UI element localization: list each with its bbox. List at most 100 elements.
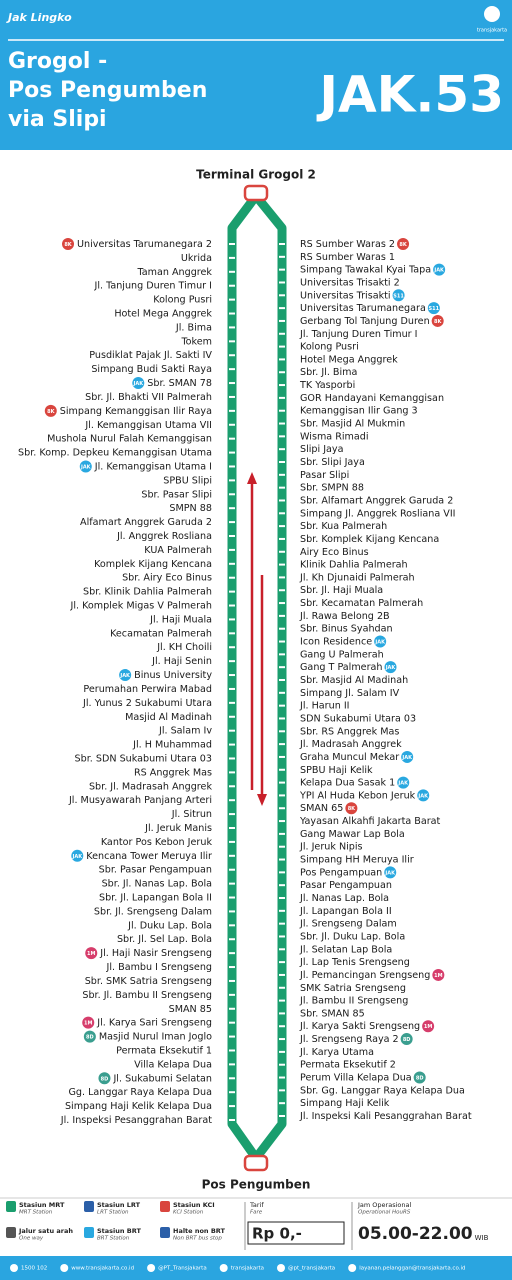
stop-tick: [229, 1021, 235, 1024]
stop-tick: [229, 701, 235, 704]
stop-name: Jl. Sukabumi Selatan: [112, 1073, 212, 1084]
stop-name: Hotel Mega Anggrek: [300, 354, 398, 365]
badge-label: 1M: [434, 973, 442, 979]
badge-label: JAK: [433, 268, 445, 274]
stop-name: Sbr. Gg. Langgar Raya Kelapa Dua: [300, 1085, 465, 1096]
stop-name: Sbr. Jl. Bima: [300, 367, 357, 378]
stop-tick: [229, 590, 235, 593]
stop-name: Jl. Srengseng Dalam: [299, 919, 397, 930]
badge-label: 8D: [416, 1076, 424, 1082]
stop-name: Jl. Srengseng Raya 2: [299, 1034, 399, 1045]
contact-icon: [147, 1264, 156, 1272]
stop-name: Jl. Nanas Lap. Bola: [299, 893, 389, 904]
contact-bar: [0, 1256, 512, 1280]
stop-name: Sbr. Binus Syahdan: [300, 624, 393, 635]
stop-tick: [279, 704, 285, 707]
stop-tick: [279, 820, 285, 823]
stop-name: Simpang Jl. Salam IV: [300, 688, 400, 699]
stop-name: Universitas Tarumanegara 2: [77, 239, 212, 250]
stop-tick: [279, 512, 285, 515]
stop-tick: [279, 909, 285, 912]
connection-badge: [431, 314, 444, 327]
stop-name: Sbr. Jl. Lapangan Bola II: [99, 893, 212, 904]
badge-label: JAK: [71, 854, 83, 860]
stop-name: SMK Satria Srengseng: [300, 983, 406, 994]
legend-icon: [84, 1227, 94, 1238]
stop-tick: [229, 743, 235, 746]
stop-tick: [279, 499, 285, 502]
end-terminal: Pos Pengumben: [202, 1178, 311, 1192]
connection-badge: [400, 1033, 413, 1046]
fare-label: Tarif: [249, 1201, 264, 1209]
stop-name: Jl. Lap Tenis Srengseng: [299, 957, 410, 968]
stop-tick: [279, 396, 285, 399]
connection-badge: [422, 1020, 435, 1033]
stop-name: Jl. Tanjung Duren Timur I: [299, 329, 418, 340]
stop-name: Airy Eco Binus: [300, 547, 369, 558]
legend-label: Jalur satu arah: [18, 1227, 73, 1235]
stop-name: Jl. Yunus 2 Sukabumi Utara: [82, 698, 212, 709]
stop-tick: [279, 948, 285, 951]
badge-label: JAK: [397, 781, 409, 787]
stop-name: Jl. Komplek Migas V Palmerah: [69, 601, 212, 612]
hours-zone: WIB: [475, 1234, 489, 1242]
contact-icon: [277, 1264, 285, 1272]
operator-icon: [484, 6, 500, 22]
stop-tick: [229, 938, 235, 941]
stop-name: Jl. KH Choili: [156, 642, 212, 653]
legend-sublabel: BRT Station: [97, 1236, 130, 1242]
stop-tick: [229, 1091, 235, 1094]
stop-name: Sbr. Masjid Al Mukmin: [300, 419, 405, 430]
stop-tick: [229, 548, 235, 551]
stop-name: Jl. Haji Muala: [149, 614, 212, 625]
stop-tick: [229, 799, 235, 802]
connection-badge: [433, 263, 446, 276]
stop-tick: [279, 986, 285, 989]
stop-tick: [279, 640, 285, 643]
stop-tick: [279, 691, 285, 694]
stop-tick: [229, 535, 235, 537]
stop-tick: [229, 576, 235, 579]
stop-tick: [279, 781, 285, 784]
stop-name: Sbr. Komplek Kijang Kencana: [300, 534, 439, 545]
start-terminal: Terminal Grogol 2: [196, 168, 316, 182]
title-line: via Slipi: [8, 107, 107, 132]
stop-tick: [229, 1077, 235, 1080]
connection-badge: [98, 1072, 111, 1085]
stop-tick: [229, 966, 235, 969]
stop-name: Jl. Inspeksi Kali Pesanggrahan Barat: [299, 1111, 472, 1122]
stop-tick: [279, 999, 285, 1002]
stop-tick: [229, 326, 235, 329]
stop-tick: [279, 730, 285, 733]
logo: Jak Lingko: [6, 11, 72, 24]
stop-tick: [279, 473, 285, 476]
stop-name: SMAN 65: [300, 803, 343, 814]
stop-tick: [229, 840, 235, 843]
stop-name: Permata Eksekutif 2: [300, 1060, 396, 1071]
legend-sublabel: MRT Station: [19, 1210, 53, 1216]
stop-tick: [279, 743, 285, 746]
hours-sublabel: Operational HouRS: [358, 1210, 411, 1216]
stops: Universitas Tarumanegara 2 8K Ukrida Taman …: [18, 238, 472, 1126]
stop-name: Klinik Dahlia Palmerah: [300, 560, 408, 571]
stop-tick: [279, 666, 285, 669]
connection-badge: [82, 1016, 95, 1029]
contact: layanan.pelanggan@transjakarta.co.id: [359, 1266, 465, 1272]
badge-label: 8D: [101, 1076, 109, 1082]
stop-tick: [279, 486, 285, 489]
stop-name: Sbr. Kua Palmerah: [300, 521, 387, 532]
connection-badge: [384, 866, 397, 879]
stop-tick: [279, 307, 285, 310]
stop-name: Jl. Salam Iv: [158, 726, 212, 737]
stop-tick: [279, 717, 285, 720]
badge-label: 8K: [47, 409, 55, 415]
stop-tick: [279, 832, 285, 835]
stop-name: Jl. H Muhammad: [132, 740, 212, 751]
stop-name: Sbr. Slipi Jaya: [300, 457, 365, 468]
stop-name: KUA Palmerah: [144, 545, 212, 556]
stop-tick: [279, 845, 285, 848]
stop-name: Tokem: [180, 336, 212, 347]
connection-badge: [392, 289, 405, 302]
